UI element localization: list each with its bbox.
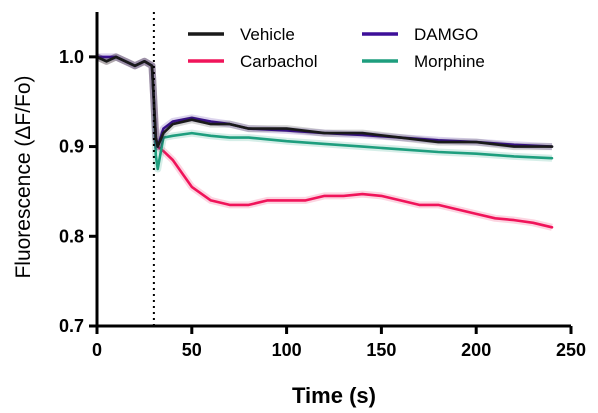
x-tick-label: 150	[366, 340, 396, 360]
y-axis-title: Fluorescence (ΔF/Fo)	[12, 75, 35, 278]
y-tick-label: 0.8	[59, 226, 84, 246]
y-tick-label: 0.7	[59, 316, 84, 336]
x-tick-label: 50	[182, 340, 202, 360]
series-layer	[95, 53, 554, 231]
x-axis-title: Time (s)	[292, 383, 376, 408]
x-tick-label: 100	[272, 340, 302, 360]
y-tick-label: 1.0	[59, 47, 84, 67]
x-tick-label: 250	[556, 340, 586, 360]
ticks-layer: 0.7 0.8 0.9 1.0 0 50 100 150 200 250	[59, 47, 586, 360]
legend-label-carbachol: Carbachol	[240, 52, 318, 71]
legend-label-vehicle: Vehicle	[240, 25, 295, 44]
x-tick-label: 0	[92, 340, 102, 360]
legend-label-damgo: DAMGO	[414, 25, 478, 44]
y-tick-label: 0.9	[59, 137, 84, 157]
legend: Vehicle Carbachol DAMGO Morphine	[188, 25, 485, 71]
series-line-vehicle	[95, 55, 554, 148]
axes-layer	[95, 12, 571, 328]
x-tick-label: 200	[461, 340, 491, 360]
legend-label-morphine: Morphine	[414, 52, 485, 71]
